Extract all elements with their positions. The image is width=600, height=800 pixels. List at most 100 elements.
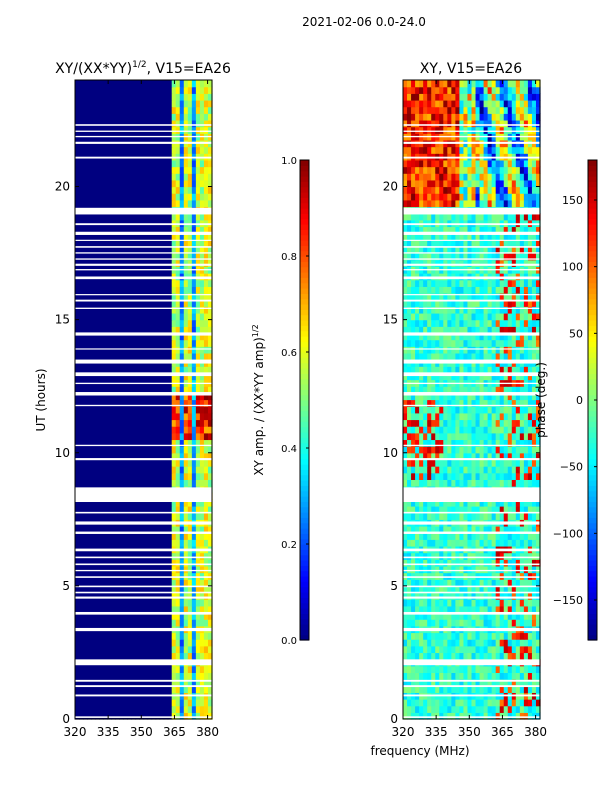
amp-cell — [171, 412, 177, 421]
amp-cell — [183, 126, 189, 134]
phase-cell — [403, 712, 408, 720]
amp-cell — [107, 106, 112, 114]
amp-cell — [159, 439, 165, 447]
amp-cell — [139, 99, 145, 108]
amp-cell — [143, 619, 149, 627]
phase-cell — [443, 532, 448, 540]
amp-cell — [195, 592, 201, 600]
amp-cell — [151, 339, 157, 347]
phase-cell — [507, 572, 513, 580]
amp-cell — [199, 446, 205, 454]
amp-cell — [151, 512, 157, 520]
amp-cell — [151, 253, 157, 261]
amp-cell — [199, 319, 205, 327]
amp-cell — [183, 665, 189, 674]
amp-cell — [131, 339, 137, 347]
amp-cell — [175, 186, 181, 194]
amp-cell — [91, 572, 96, 580]
phase-cell — [455, 579, 461, 587]
amp-cell — [139, 632, 145, 640]
phase-cell — [467, 705, 473, 713]
phase-cell — [403, 552, 408, 560]
phase-cell — [403, 506, 408, 514]
phase-cell — [463, 639, 469, 647]
phase-cell — [451, 432, 456, 441]
amp-cell — [95, 279, 100, 287]
amp-cell — [119, 226, 124, 234]
phase-cell — [491, 632, 497, 640]
phase-cell — [495, 572, 501, 580]
amp-cell — [127, 559, 133, 567]
amp-cell — [207, 319, 213, 327]
phase-cell — [535, 592, 541, 600]
amp-cell — [171, 159, 177, 168]
phase-cell — [503, 439, 509, 447]
amp-cell — [139, 113, 145, 121]
phase-cell — [419, 672, 424, 680]
amp-cell — [99, 386, 104, 394]
amp-cell — [119, 99, 124, 108]
phase-cell — [479, 612, 485, 620]
amp-cell — [159, 179, 165, 188]
phase-cell — [419, 612, 424, 620]
amp-cell — [147, 539, 153, 547]
amp-cell — [147, 352, 153, 361]
phase-cell — [431, 452, 436, 461]
phase-cell — [411, 705, 416, 713]
phase-cell — [463, 599, 469, 607]
phase-cell — [503, 592, 509, 600]
amp-cell — [143, 399, 149, 407]
amp-cell — [131, 552, 137, 560]
amp-cell — [199, 159, 205, 168]
amp-cell — [163, 565, 169, 574]
phase-cell — [515, 532, 521, 540]
phase-cell — [459, 532, 465, 540]
phase-cell — [439, 419, 444, 427]
amp-cell — [155, 565, 161, 574]
amp-cell — [175, 599, 181, 607]
amp-cell — [175, 179, 181, 188]
amp-cell — [171, 366, 177, 374]
amp-cell — [83, 293, 88, 301]
amp-cell — [107, 233, 112, 241]
amp-cell — [119, 525, 124, 534]
amp-cell — [79, 119, 84, 128]
amp-cell — [159, 572, 165, 580]
amp-cell — [123, 705, 128, 713]
amp-cell — [147, 392, 153, 401]
amp-cell — [111, 352, 116, 361]
amp-cell — [107, 319, 112, 327]
phase-cell — [515, 685, 521, 693]
amp-cell — [183, 279, 189, 287]
phase-cell — [523, 685, 529, 693]
phase-cell — [467, 432, 473, 441]
amp-cell — [99, 619, 104, 627]
phase-cell — [491, 479, 497, 487]
amp-cell — [123, 406, 128, 414]
phase-cell — [439, 446, 444, 454]
phase-cell — [499, 619, 505, 627]
amp-cell — [155, 179, 161, 188]
amp-cell — [115, 386, 120, 394]
amp-cell — [191, 119, 197, 128]
amp-cell — [155, 452, 161, 461]
amp-cell — [103, 506, 108, 514]
phase-cell — [439, 506, 444, 514]
phase-cell — [451, 699, 456, 707]
amp-cell — [139, 439, 145, 447]
amp-cell — [123, 572, 128, 580]
amp-cell — [203, 386, 209, 394]
phase-cell — [499, 552, 505, 560]
amp-cell — [127, 512, 133, 520]
phase-cell — [443, 419, 448, 427]
amp-cell — [147, 346, 153, 354]
amp-cell — [87, 80, 92, 88]
amp-colorbar-gradient-step — [300, 208, 309, 214]
amp-cell — [167, 412, 173, 421]
amp-cell — [199, 259, 205, 267]
amp-cell — [99, 186, 104, 194]
phase-cell — [491, 585, 497, 594]
phase-cell — [507, 479, 513, 487]
phase-cell — [511, 439, 517, 447]
amp-cell — [103, 419, 108, 427]
